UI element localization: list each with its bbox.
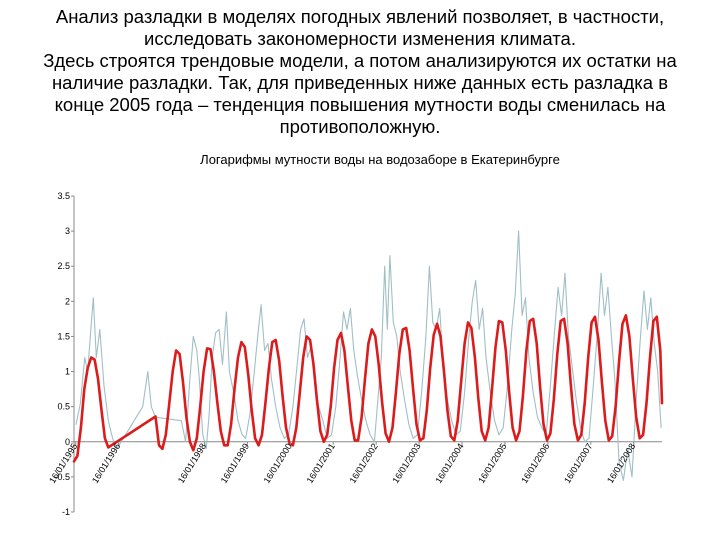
- x-tick-label: 16/01/2000: [262, 442, 294, 486]
- x-tick-label: 16/01/2002: [347, 442, 379, 486]
- x-tick-label: 16/01/2001: [305, 442, 337, 486]
- intro-text: Анализ разладки в моделях погодных явлен…: [30, 6, 690, 138]
- intro-line: Анализ разладки в моделях погодных явлен…: [55, 6, 665, 27]
- y-tick-label: 2: [65, 296, 70, 306]
- x-tick-label: 16/01/1999: [219, 442, 251, 486]
- y-tick-label: -1: [62, 507, 70, 517]
- y-tick-label: 0.5: [57, 402, 70, 412]
- intro-line: Здесь строятся трендовые модели, а потом…: [43, 50, 677, 71]
- y-tick-label: 0: [65, 437, 70, 447]
- x-tick-label: 16/01/2007: [562, 442, 594, 486]
- trend-series-line: [72, 314, 664, 463]
- x-tick-label: 16/01/2004: [433, 442, 465, 486]
- chart-series: [72, 230, 664, 481]
- intro-line: исследовать закономерности изменения кли…: [144, 28, 576, 49]
- intro-line: противоположную.: [279, 116, 441, 137]
- y-tick-label: -0.5: [54, 472, 70, 482]
- x-tick-label: 16/01/2006: [519, 442, 551, 486]
- intro-line: наличие разладки. Так, для приведенных н…: [51, 72, 669, 93]
- y-tick-label: 1: [65, 367, 70, 377]
- x-tick-label: 16/01/2005: [476, 442, 508, 486]
- y-tick-label: 3.5: [57, 191, 70, 201]
- y-tick-label: 3: [65, 226, 70, 236]
- intro-line: конце 2005 года – тенденция повышения му…: [54, 94, 666, 115]
- x-tick-label: 16/01/2003: [390, 442, 422, 486]
- observed-series-line: [75, 230, 662, 481]
- chart-title: Логарифмы мутности воды на водозаборе в …: [200, 152, 560, 167]
- y-tick-label: 2.5: [57, 261, 70, 271]
- x-tick-labels: 16/01/1995 16/01/1996 16/01/1998 16/01/1999…: [47, 442, 637, 486]
- y-tick-label: 1.5: [57, 331, 70, 341]
- x-tick-label: 16/01/1996: [90, 442, 122, 486]
